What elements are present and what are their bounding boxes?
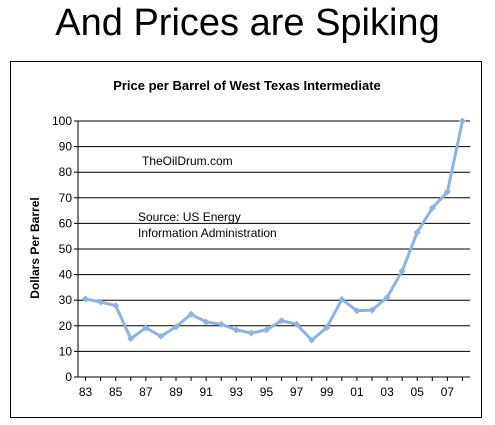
y-tick-label: 100 — [52, 114, 72, 128]
data-point — [353, 307, 361, 315]
x-tick-label: 05 — [411, 385, 425, 399]
data-point — [142, 324, 150, 332]
y-tick-label: 20 — [59, 319, 73, 333]
data-point — [383, 293, 391, 301]
data-point — [232, 326, 240, 334]
y-axis-label: Dollars Per Barrel — [28, 197, 42, 298]
data-point — [112, 302, 120, 310]
x-tick-label: 89 — [169, 385, 183, 399]
annotation-theoildrum: TheOilDrum.com — [142, 154, 233, 168]
y-tick-label: 50 — [59, 242, 73, 256]
x-tick-label: 01 — [350, 385, 364, 399]
grid-lines — [74, 120, 470, 381]
data-point — [338, 295, 346, 303]
data-point — [82, 295, 90, 303]
data-point — [428, 204, 436, 212]
slide-title: And Prices are Spiking — [55, 2, 440, 44]
annotation-source-line1: Source: US Energy — [138, 210, 241, 224]
y-tick-label: 10 — [59, 344, 73, 358]
y-tick-label: 40 — [59, 268, 73, 282]
x-tick-label: 95 — [260, 385, 274, 399]
data-point — [413, 228, 421, 236]
y-tick-label: 70 — [59, 191, 73, 205]
x-tick-label: 91 — [199, 385, 213, 399]
y-tick-label: 0 — [65, 370, 72, 384]
x-tick-label: 97 — [290, 385, 304, 399]
data-point — [308, 336, 316, 344]
data-point — [202, 318, 210, 326]
y-tick-label: 60 — [59, 216, 73, 230]
y-tick-labels: 0 10 20 30 40 50 60 70 80 90 100 — [52, 114, 72, 384]
data-point — [187, 310, 195, 318]
data-point — [97, 298, 105, 306]
data-point — [458, 117, 466, 125]
data-point — [278, 317, 286, 325]
x-tick-label: 85 — [109, 385, 123, 399]
x-tick-labels: 83 85 87 89 91 93 95 97 99 01 03 05 07 — [79, 385, 455, 399]
x-tick-label: 07 — [441, 385, 455, 399]
data-point — [323, 324, 331, 332]
data-point — [293, 320, 301, 328]
data-point — [398, 267, 406, 275]
x-tick-label: 93 — [230, 385, 244, 399]
data-point — [262, 326, 270, 334]
y-tick-label: 80 — [59, 165, 73, 179]
annotation-source-line2: Information Administration — [138, 226, 277, 240]
data-point — [172, 323, 180, 331]
data-point — [157, 332, 165, 340]
x-tick-label: 87 — [139, 385, 153, 399]
data-point — [443, 188, 451, 196]
x-tick-label: 83 — [79, 385, 93, 399]
y-tick-label: 90 — [59, 140, 73, 154]
data-point — [368, 306, 376, 314]
series-wti-price — [82, 117, 466, 344]
y-tick-label: 30 — [59, 293, 73, 307]
data-point — [217, 320, 225, 328]
chart-title: Price per Barrel of West Texas Intermedi… — [113, 78, 381, 93]
data-point — [127, 335, 135, 343]
series-line — [85, 120, 464, 342]
data-point — [247, 329, 255, 337]
x-tick-label: 99 — [320, 385, 334, 399]
x-tick-label: 03 — [380, 385, 394, 399]
